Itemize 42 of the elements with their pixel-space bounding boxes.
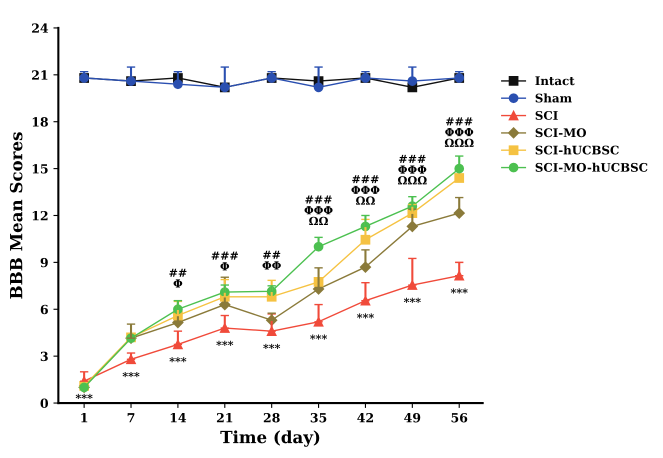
annotation: *** <box>450 288 468 294</box>
annotation: *** <box>76 394 93 400</box>
y-tick-label: 12 <box>32 210 48 220</box>
x-axis-title: Time (day) <box>220 430 320 447</box>
annotation: *** <box>169 357 186 362</box>
y-tick-label: 0 <box>40 398 48 408</box>
annotation: ### ΦΦΦ ΩΩΩ <box>444 117 474 147</box>
legend-label: SCI <box>536 110 558 120</box>
annotation: ### ΦΦΦ ΩΩΩ <box>398 154 427 184</box>
y-tick-label: 6 <box>40 304 48 314</box>
y-tick-label: 15 <box>32 164 48 174</box>
annotation: ### Φ <box>212 252 238 270</box>
y-axis-title: BBB Mean Scores <box>10 132 22 299</box>
y-tick-label: 9 <box>40 258 48 268</box>
x-tick-label: 42 <box>357 412 374 422</box>
annotation: ### ΦΦΦ ΩΩ <box>304 196 333 225</box>
x-tick-label: 21 <box>216 412 232 422</box>
annotation: *** <box>122 372 140 378</box>
annotation: *** <box>404 298 421 303</box>
legend-label: Sham <box>536 93 572 103</box>
annotation: ### ΦΦΦ ΩΩ <box>351 175 380 205</box>
x-tick-label: 1 <box>81 412 88 422</box>
annotation: *** <box>263 344 280 349</box>
y-tick-label: 21 <box>32 70 48 80</box>
annotation: *** <box>216 340 234 346</box>
legend-label: SCI-hUCBSC <box>536 145 619 155</box>
x-tick-label: 35 <box>310 412 326 422</box>
y-tick-label: 24 <box>32 23 48 33</box>
x-tick-label: 49 <box>404 412 420 422</box>
y-tick-label: 3 <box>40 352 48 362</box>
annotation: ## ΦΦ <box>262 250 281 270</box>
annotation: *** <box>356 313 374 319</box>
annotation: *** <box>310 334 328 340</box>
x-tick-label: 14 <box>170 412 186 422</box>
x-tick-label: 28 <box>264 412 280 422</box>
legend-label: SCI-MO <box>536 128 586 138</box>
annotation: ## Φ <box>169 268 186 288</box>
x-tick-label: 7 <box>128 413 134 422</box>
x-tick-label: 56 <box>452 412 468 422</box>
legend-label: SCI-MO-hUCBSC <box>536 162 648 172</box>
y-tick-label: 18 <box>32 117 48 127</box>
legend-label: Intact <box>535 76 575 86</box>
